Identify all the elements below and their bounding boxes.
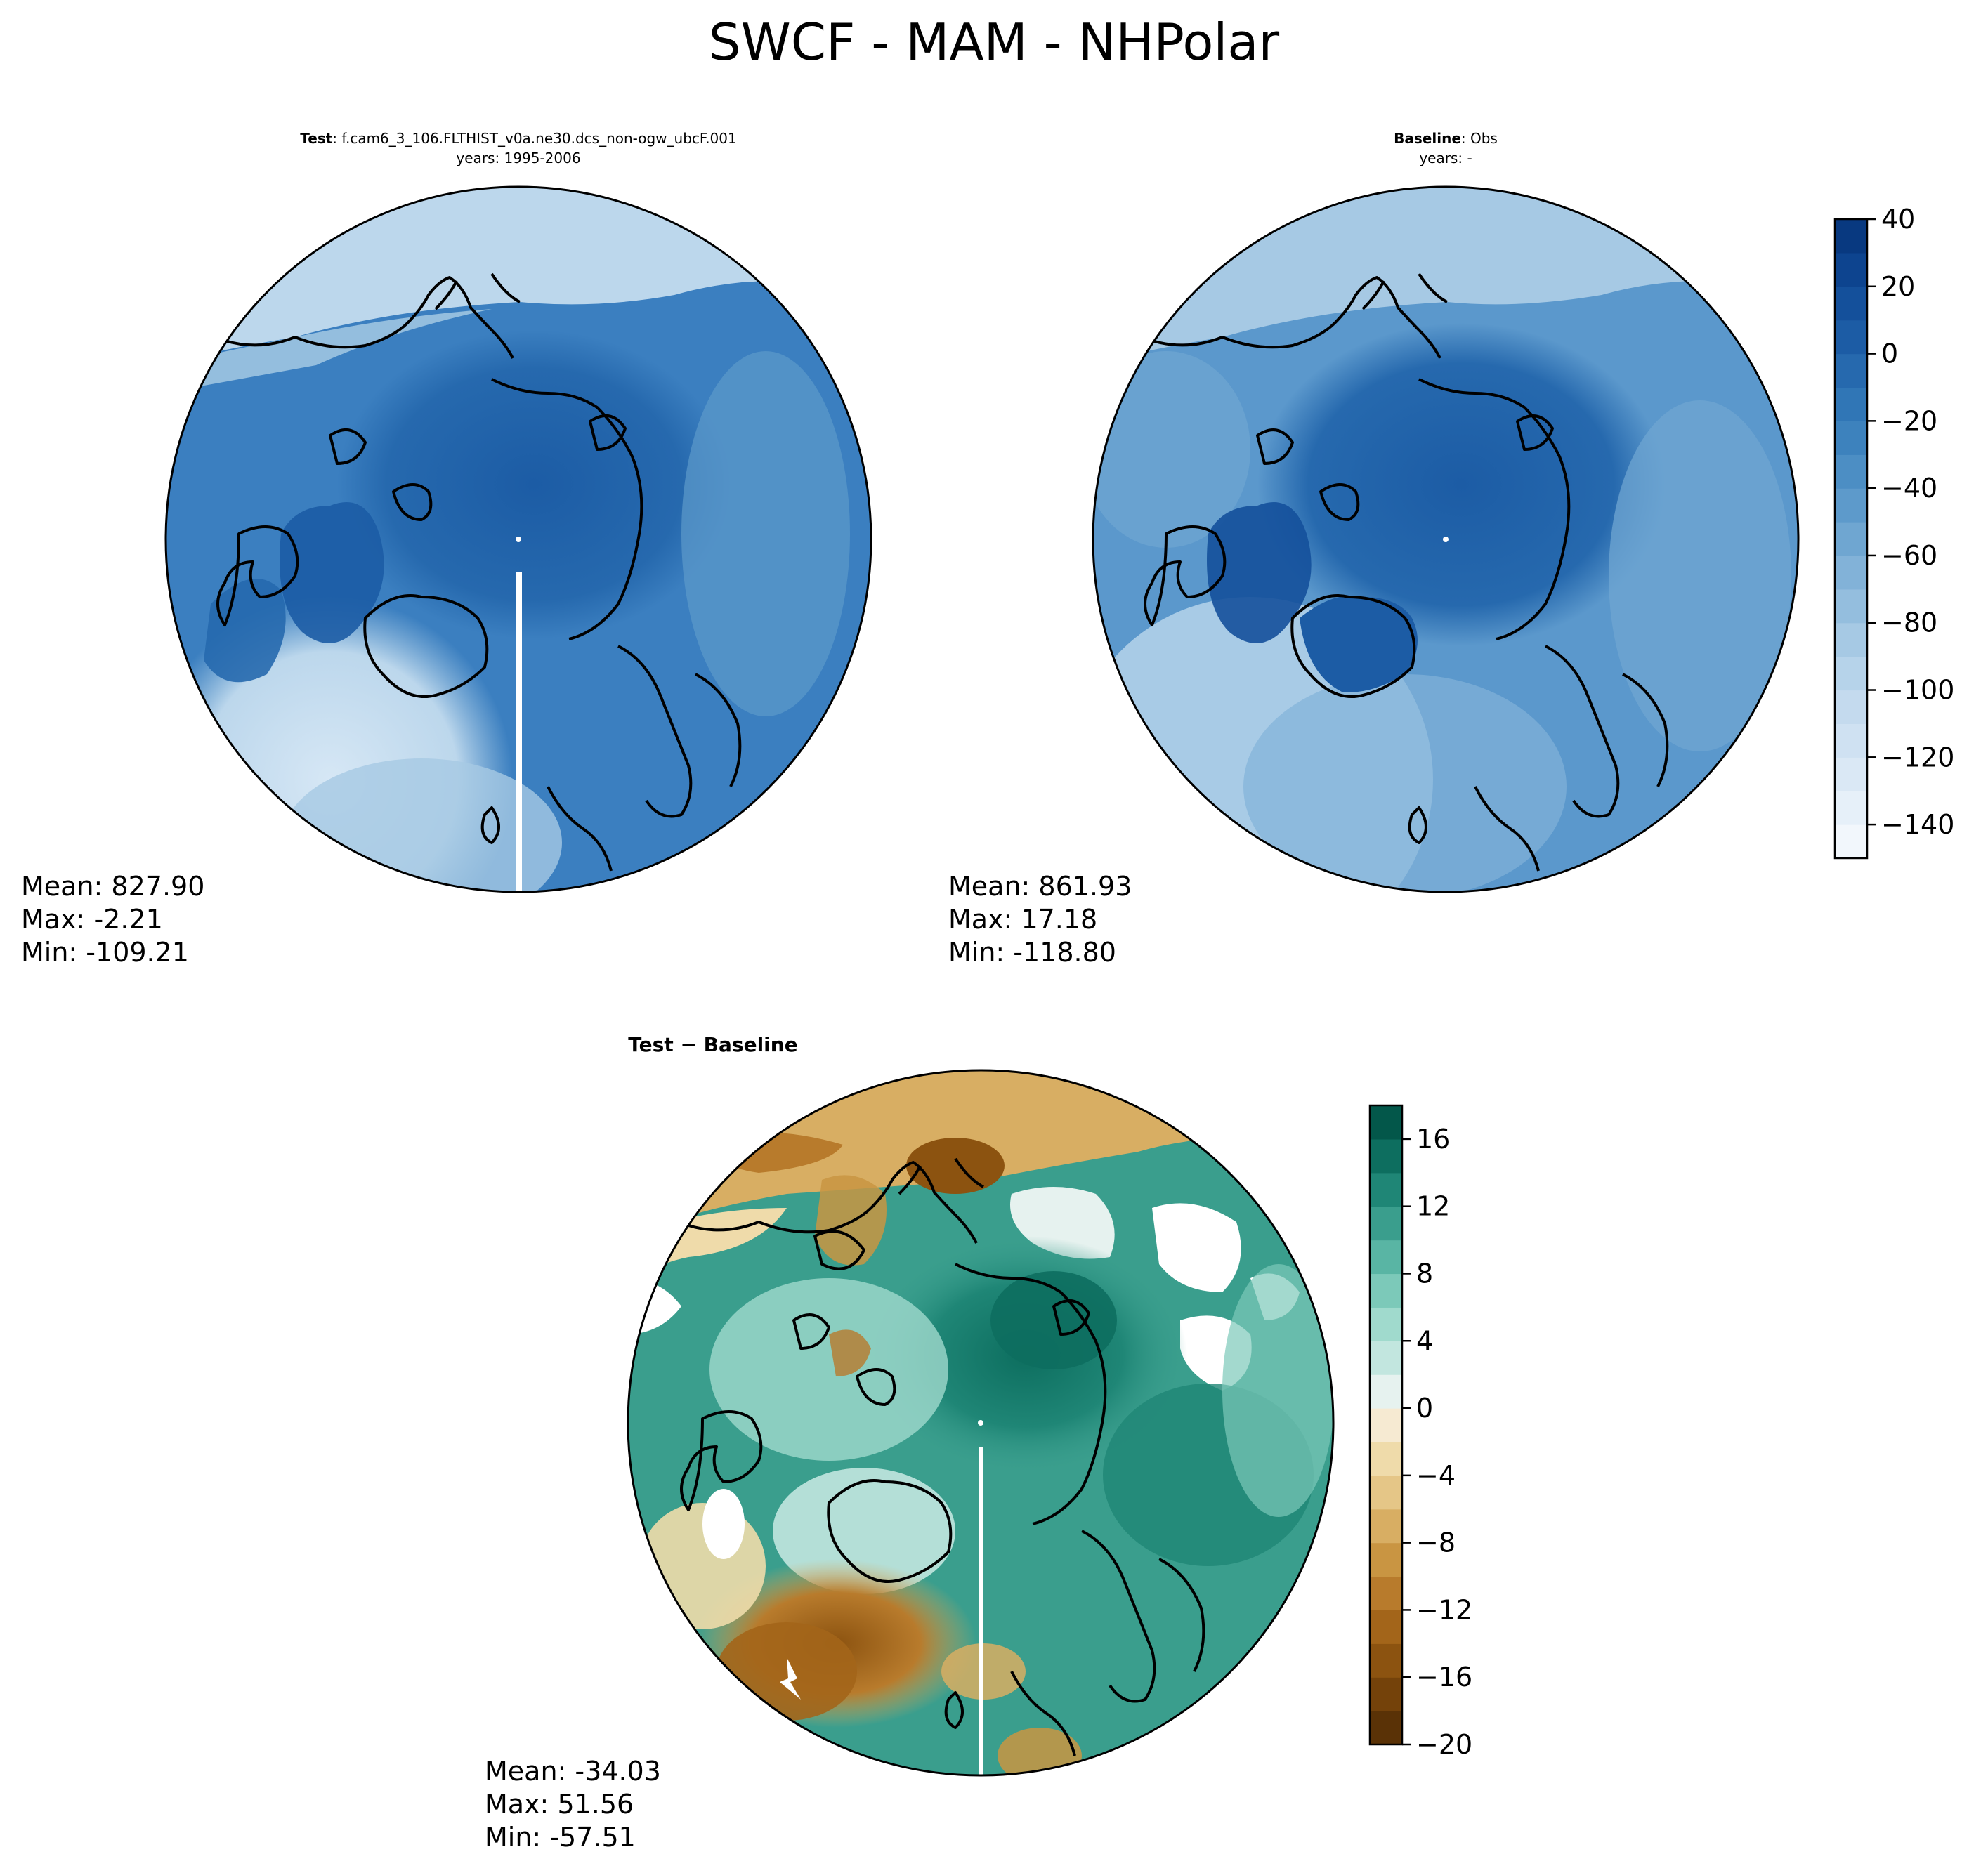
colorbar-tick-label: 16 [1416, 1124, 1450, 1155]
panel-test-title: Test: f.cam6_3_106.FLTHIST_v0a.ne30.dcs_… [300, 130, 736, 147]
colorbar-tick-label: 4 [1416, 1325, 1433, 1356]
colorbar-frame [1368, 1104, 1404, 1746]
colorbar-tick-label: −16 [1416, 1662, 1472, 1693]
panel-test-mean: Mean: 827.90 [21, 871, 204, 902]
map-baseline [1093, 187, 1798, 892]
colorbar-segment [1835, 387, 1867, 421]
colorbar-segment [1835, 219, 1867, 254]
panel-baseline-stats: Mean: 861.93 Max: 17.18 Min: -118.80 [948, 871, 1132, 968]
colorbar-segment [1835, 454, 1867, 489]
panel-baseline-years: years: - [1419, 150, 1472, 166]
colorbar-segment [1835, 690, 1867, 725]
colorbar-segment [1370, 1576, 1402, 1611]
colorbar-segment [1835, 286, 1867, 321]
colorbar-tick-label: 40 [1881, 204, 1915, 235]
colorbar-segment [1835, 656, 1867, 691]
colorbar-tick-label: −140 [1881, 809, 1954, 840]
colorbar-segment [1370, 1509, 1402, 1544]
colorbar-tick-label: −8 [1416, 1527, 1456, 1558]
colorbar-tick-label: −80 [1881, 607, 1937, 638]
panel-test-min: Min: -109.21 [21, 937, 189, 968]
colorbar-segment [1370, 1542, 1402, 1577]
colorbar-tick-label: 20 [1881, 271, 1915, 302]
colorbar-segment [1835, 252, 1867, 287]
colorbar-segment [1370, 1643, 1402, 1678]
panel-baseline-mean: Mean: 861.93 [948, 871, 1132, 902]
colorbar-tick-label: −120 [1881, 742, 1954, 773]
colorbar-tick-label: 0 [1881, 339, 1898, 369]
colorbar-segment [1370, 1240, 1402, 1275]
colorbar-tick-label: −20 [1881, 405, 1937, 436]
panel-difference-title: Test − Baseline [628, 1033, 797, 1056]
colorbar-tick-label: −60 [1881, 540, 1937, 571]
colorbar-tick-label: −20 [1416, 1729, 1472, 1760]
panel-baseline: Baseline: Obs years: - [948, 130, 1954, 968]
figure-title: SWCF - MAM - NHPolar [709, 13, 1280, 72]
colorbar-segment [1370, 1273, 1402, 1308]
colorbar-segment [1835, 488, 1867, 523]
colorbar-segment [1835, 421, 1867, 455]
colorbar-segment [1370, 1475, 1402, 1510]
colorbar-segment [1370, 1408, 1402, 1442]
panel-test-years: years: 1995-2006 [456, 150, 580, 166]
colorbar-tick-label: −40 [1881, 473, 1937, 504]
colorbar-segment [1370, 1677, 1402, 1711]
map-difference [628, 1070, 1333, 1775]
colorbar-segment [1370, 1138, 1402, 1174]
colorbar-frame [1833, 218, 1869, 860]
panel-test-max: Max: -2.21 [21, 904, 163, 935]
colorbar-tick-label: −100 [1881, 675, 1954, 706]
panel-test: Test: f.cam6_3_106.FLTHIST_v0a.ne30.dcs_… [21, 130, 872, 968]
panel-difference-min: Min: -57.51 [485, 1822, 636, 1853]
colorbar-tick-label: 8 [1416, 1258, 1433, 1289]
colorbar-segment [1835, 757, 1867, 791]
map-test [166, 187, 871, 892]
colorbar-tick-label: −4 [1416, 1460, 1456, 1491]
panel-test-stats: Mean: 827.90 Max: -2.21 Min: -109.21 [21, 871, 204, 968]
colorbar-tick-label: 0 [1416, 1393, 1433, 1424]
colorbar-segment [1835, 723, 1867, 758]
panel-difference-mean: Mean: -34.03 [485, 1756, 661, 1787]
colorbar-segment [1835, 555, 1867, 590]
colorbar-segment [1370, 1172, 1402, 1207]
colorbar-tick-label: 12 [1416, 1191, 1450, 1222]
colorbar-segment [1370, 1711, 1402, 1745]
colorbar-segment [1370, 1307, 1402, 1341]
colorbar-segment [1370, 1341, 1402, 1375]
panel-difference-stats: Mean: -34.03 Max: 51.56 Min: -57.51 [485, 1756, 661, 1853]
colorbar-segment [1370, 1206, 1402, 1241]
colorbar-segment [1370, 1374, 1402, 1409]
panel-difference-max: Max: 51.56 [485, 1789, 634, 1820]
panel-test-title-bold: Test [300, 130, 332, 147]
panel-baseline-title-rest: : Obs [1461, 130, 1498, 147]
colorbar-segment [1370, 1441, 1402, 1476]
colorbar-segment [1835, 622, 1867, 657]
colorbar-segment [1835, 522, 1867, 556]
panel-baseline-min: Min: -118.80 [948, 937, 1116, 968]
panel-test-title-rest: : f.cam6_3_106.FLTHIST_v0a.ne30.dcs_non-… [332, 130, 736, 147]
colorbar-main: 40 20 0 −20 −40 −60 −80 −100 −120 −140 [1833, 204, 1954, 860]
colorbar-diff: 16 12 8 4 0 −4 −8 −12 −16 −20 [1368, 1104, 1472, 1760]
colorbar-tick-label: −12 [1416, 1594, 1472, 1625]
panel-baseline-title: Baseline: Obs [1394, 130, 1498, 147]
panel-baseline-title-bold: Baseline [1394, 130, 1461, 147]
panel-difference: Test − Baseline [485, 1033, 1472, 1853]
colorbar-segment [1835, 320, 1867, 355]
colorbar-segment [1835, 589, 1867, 624]
colorbar-segment [1835, 824, 1867, 859]
colorbar-segment [1370, 1105, 1402, 1140]
colorbar-segment [1370, 1610, 1402, 1644]
colorbar-segment [1835, 353, 1867, 388]
colorbar-segment [1835, 791, 1867, 825]
panel-baseline-max: Max: 17.18 [948, 904, 1097, 935]
